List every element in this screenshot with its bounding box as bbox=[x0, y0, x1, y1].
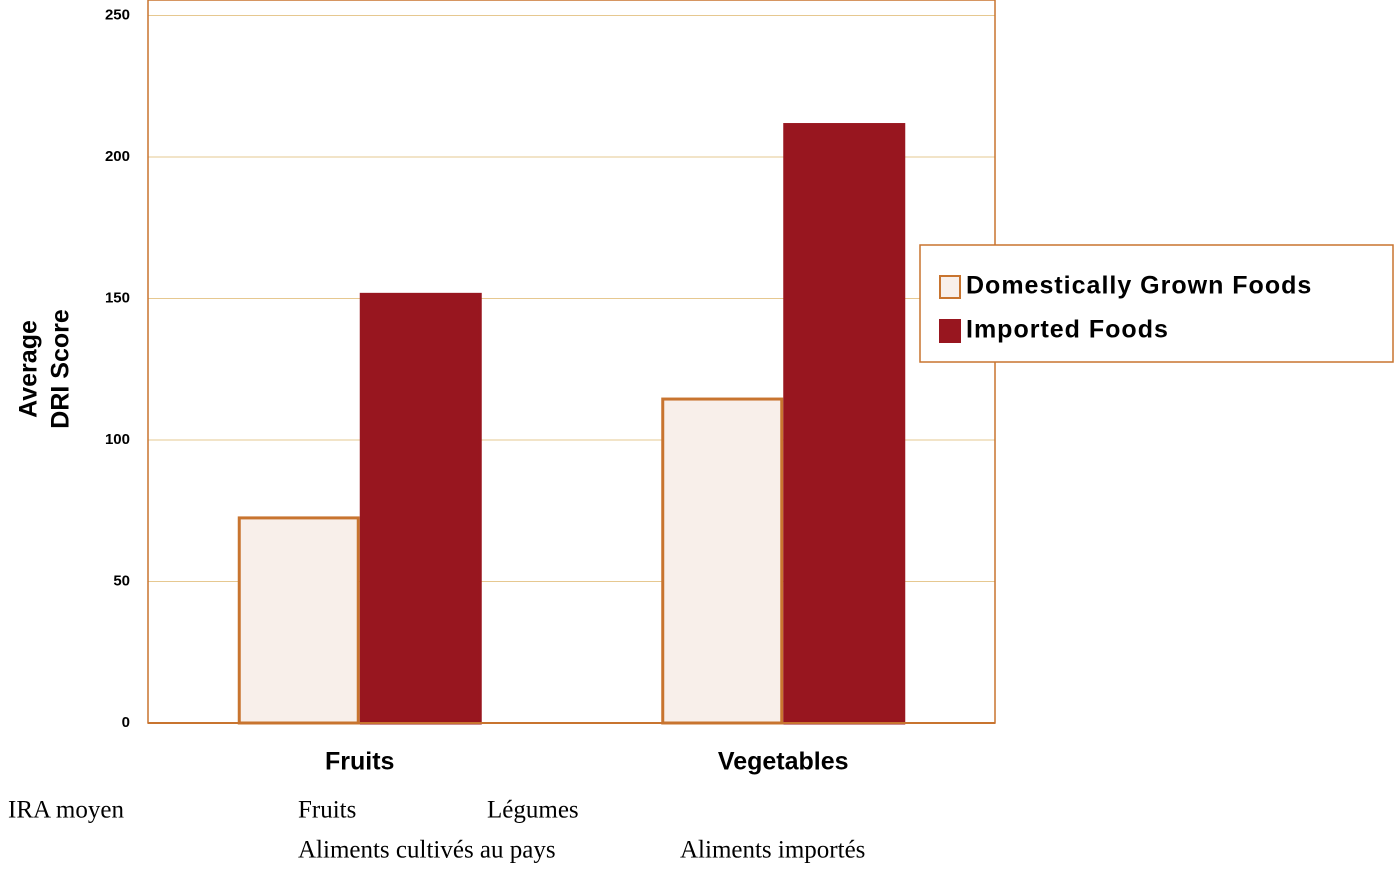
y-tick-label: 250 bbox=[105, 6, 130, 23]
legend-label: Domestically Grown Foods bbox=[966, 272, 1312, 300]
translation-series: Aliments cultivés au pays bbox=[298, 837, 556, 864]
y-tick-label: 150 bbox=[105, 289, 130, 306]
y-tick-label: 0 bbox=[122, 714, 130, 731]
y-tick-label: 100 bbox=[105, 431, 130, 448]
bar bbox=[783, 123, 906, 725]
translation-category: Fruits bbox=[298, 797, 356, 824]
y-tick-label: 50 bbox=[113, 572, 130, 589]
bar bbox=[661, 397, 784, 725]
x-tick-label: Vegetables bbox=[718, 748, 849, 776]
legend-swatch bbox=[939, 275, 961, 299]
bar bbox=[237, 516, 360, 725]
legend-box bbox=[919, 244, 1394, 363]
legend-label: Imported Foods bbox=[966, 316, 1169, 344]
y-axis-label: Average bbox=[15, 320, 43, 418]
y-tick-label: 200 bbox=[105, 148, 130, 165]
translation-y-label: IRA moyen bbox=[8, 797, 124, 824]
legend-swatch bbox=[939, 319, 961, 343]
x-tick-label: Fruits bbox=[325, 748, 394, 776]
bar bbox=[359, 292, 482, 725]
translation-category: Légumes bbox=[487, 797, 579, 824]
translation-series: Aliments importés bbox=[680, 837, 865, 864]
y-axis-label: DRI Score bbox=[47, 309, 75, 429]
